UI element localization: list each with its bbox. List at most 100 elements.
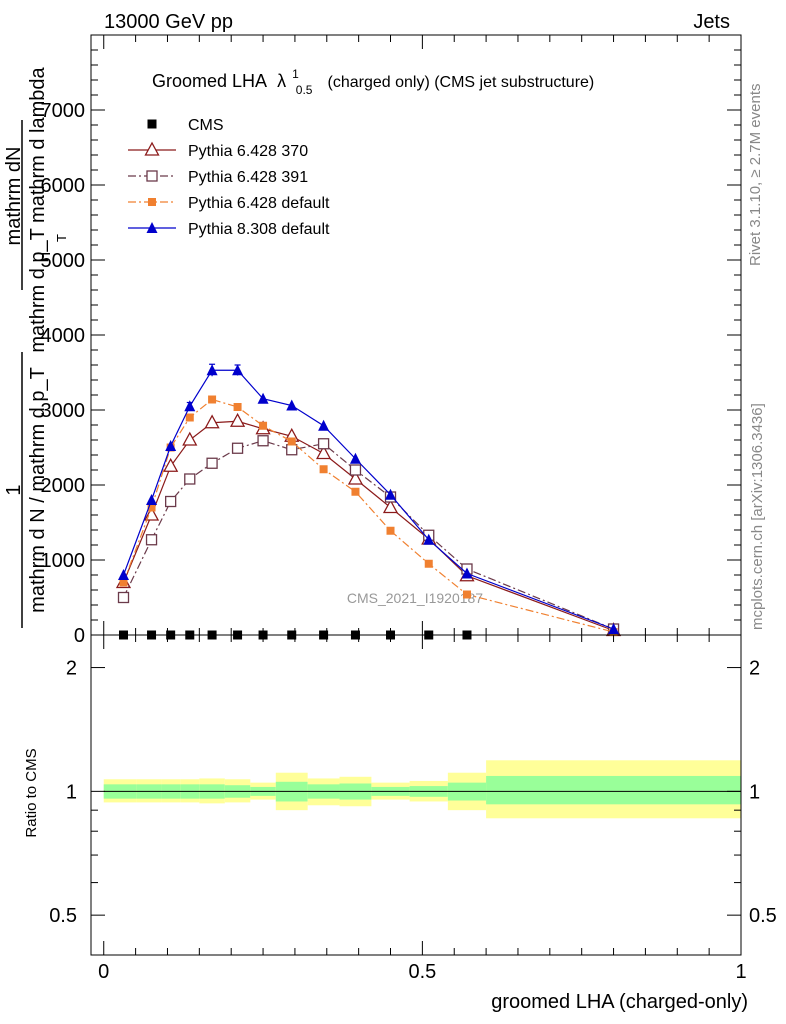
data-point — [231, 442, 244, 454]
plot-title-symbol: λ — [277, 71, 286, 91]
main-y-tick-label: 7000 — [41, 100, 86, 122]
data-point — [206, 457, 218, 469]
data-point — [145, 534, 158, 546]
mcplots-label: mcplots.cern.ch [arXiv:1306.3436] — [749, 403, 766, 630]
ratio-y-tick-label-right: 1 — [749, 781, 760, 803]
main-y-tick-label: 2000 — [41, 475, 86, 497]
data-point — [259, 421, 268, 430]
main-y-tick-label: 4000 — [41, 325, 86, 347]
data-point — [233, 403, 242, 411]
ratio-y-tick-label: 2 — [66, 658, 77, 680]
x-tick-label: 0.5 — [408, 961, 436, 983]
ratio-y-tick-label-right: 0.5 — [749, 905, 777, 927]
ratio-y-axis: 0.5 0.5 1 1 2 2 — [49, 658, 777, 956]
main-y-axis-label: 1 mathrm d N / mathrm d p_T mathrm dN ma… — [3, 66, 69, 628]
ratio-plot-panel: 0.5 0.51 12 2 0 0.5 1 Ratio to CMS groomed LH… — [23, 634, 777, 1013]
data-point — [349, 452, 361, 464]
analysis-watermark: CMS_2021_I1920187 — [347, 590, 483, 606]
data-point — [608, 623, 620, 634]
y-label-subscript: T — [54, 234, 69, 242]
data-point — [229, 412, 246, 427]
data-point — [185, 413, 194, 422]
legend-marker — [148, 198, 156, 206]
ratio-inner-band — [486, 775, 741, 805]
plot-title-main: Groomed LHA — [152, 71, 267, 91]
main-y-tick-label: 0 — [74, 625, 85, 647]
data-point — [287, 437, 296, 446]
legend-label: CMS — [188, 117, 224, 134]
main-y-axis: 0 1000 2000 3000 4000 5000 6000 7000 — [41, 34, 741, 647]
ratio-y-tick-label-right: 2 — [749, 658, 760, 680]
x-tick-label: 0 — [98, 961, 109, 983]
legend-marker — [147, 119, 157, 129]
data-point — [286, 399, 298, 411]
ratio-y-tick-label: 0.5 — [49, 905, 77, 927]
energy-label: 13000 GeV pp — [104, 11, 233, 33]
x-axis-label: groomed LHA (charged-only) — [491, 991, 748, 1013]
data-point — [163, 457, 179, 472]
legend-entry: Pythia 6.428 370 — [128, 141, 308, 160]
ratio-y-tick-label: 1 — [66, 781, 77, 803]
data-point — [146, 494, 158, 505]
series-line — [122, 369, 614, 630]
data-point — [349, 464, 362, 476]
legend-label: Pythia 8.308 default — [188, 221, 330, 238]
ratio-plot-frame — [90, 634, 742, 956]
data-point — [257, 435, 269, 447]
data-point — [119, 578, 128, 587]
y-label-line1: mathrm dN — [3, 147, 25, 246]
main-y-tick-label: 3000 — [41, 400, 86, 422]
data-point — [347, 470, 364, 485]
data-point — [319, 465, 328, 474]
data-point — [257, 392, 269, 404]
data-point — [206, 364, 218, 376]
data-point — [208, 395, 217, 404]
y-label-line2: mathrm d p_T mathrm d lambda — [27, 66, 49, 352]
series-line — [122, 420, 614, 632]
legend-entry: Pythia 8.308 default — [128, 221, 330, 238]
data-point — [424, 559, 433, 568]
data-point — [232, 364, 244, 376]
y-label-frac-top: 1 — [3, 484, 25, 495]
data-point — [184, 400, 196, 412]
data-point — [204, 414, 220, 429]
data-point — [318, 419, 330, 431]
plot-title-sub: 0.5 — [296, 83, 313, 97]
main-x-axis — [103, 35, 742, 635]
data-point — [461, 567, 473, 579]
category-label: Jets — [693, 11, 730, 33]
main-y-tick-label: 1000 — [41, 550, 86, 572]
legend-label: Pythia 6.428 370 — [188, 143, 308, 160]
main-y-tick-label: 5000 — [41, 250, 86, 272]
main-y-tick-label: 6000 — [41, 175, 86, 197]
x-tick-label: 1 — [735, 961, 746, 983]
data-point — [316, 445, 332, 460]
series-line — [122, 398, 614, 633]
y-label-frac-bottom: mathrm d N / mathrm d p_T — [27, 367, 49, 613]
legend-label: Pythia 6.428 default — [188, 195, 330, 212]
ratio-y-axis-label: Ratio to CMS — [23, 748, 40, 837]
legend-entry: Pythia 6.428 default — [128, 195, 330, 212]
data-point — [165, 495, 177, 508]
data-point — [182, 431, 198, 446]
legend-marker — [146, 222, 158, 233]
ratio-x-axis: 0 0.5 1 — [98, 635, 747, 983]
data-point — [462, 590, 471, 599]
data-point — [165, 440, 177, 451]
legend: CMS Pythia 6.428 370 Pythia 6.428 391 Pythi… — [128, 117, 330, 238]
series-pythia-8-308-default — [118, 363, 620, 634]
legend-marker — [144, 141, 160, 156]
plot-title-sup: 1 — [292, 67, 299, 81]
data-point — [386, 526, 395, 535]
data-point — [423, 533, 435, 545]
data-point — [286, 444, 298, 456]
data-point — [184, 473, 196, 485]
plot-title: Groomed LHA λ 1 0.5 (charged only) (CMS … — [152, 62, 594, 98]
data-point — [382, 499, 399, 514]
ratio-uncertainty-bands — [103, 760, 741, 819]
legend-entry: Pythia 6.428 391 — [128, 169, 308, 186]
data-point — [317, 438, 330, 450]
legend-marker — [146, 170, 158, 182]
main-plot-panel: 0 1000 2000 3000 4000 5000 6000 7000 Groomed LH… — [3, 34, 742, 647]
